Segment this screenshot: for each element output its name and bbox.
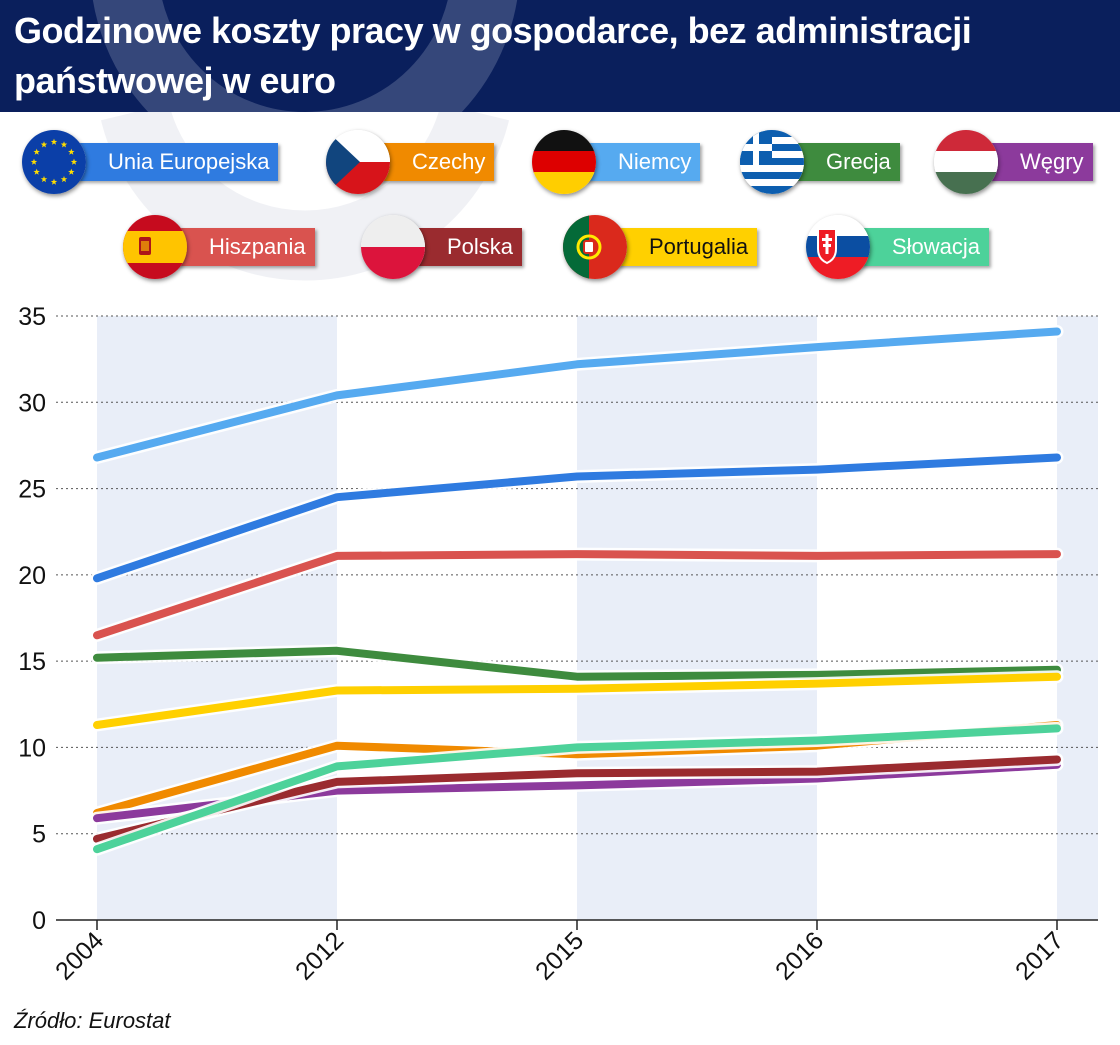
header: Godzinowe koszty pracy w gospodarce, bez… — [0, 0, 1120, 112]
poland-flag-icon — [361, 215, 425, 279]
spain-flag-icon — [123, 215, 187, 279]
legend-label: Polska — [409, 228, 523, 266]
x-tick-label: 2017 — [1010, 926, 1069, 985]
y-tick-label: 20 — [18, 562, 46, 590]
legend-label: Niemcy — [580, 143, 701, 181]
y-tick-label: 0 — [32, 907, 46, 935]
background-band — [577, 316, 817, 920]
y-tick-label: 30 — [18, 389, 46, 417]
legend-label: Słowacja — [854, 228, 990, 266]
x-tick-label: 2004 — [50, 926, 109, 985]
y-tick-label: 15 — [18, 648, 46, 676]
y-tick-label: 25 — [18, 476, 46, 504]
legend-label: Portugalia — [611, 228, 758, 266]
source-note: Źródło: Eurostat — [14, 1008, 171, 1033]
y-tick-label: 10 — [18, 734, 46, 762]
legend-label: Węgry — [982, 143, 1093, 181]
background-band — [1057, 316, 1098, 920]
legend-label: Hiszpania — [171, 228, 315, 266]
y-tick-label: 5 — [32, 821, 46, 849]
legend-label: Unia Europejska — [70, 143, 279, 181]
x-tick-label: 2016 — [770, 926, 829, 985]
legend-label: Grecja — [788, 143, 900, 181]
greece-flag-icon — [740, 130, 804, 194]
x-tick-label: 2012 — [290, 926, 349, 985]
germany-flag-icon — [532, 130, 596, 194]
line-chart: 0 5 10 15 20 25 30 35 2004 2012 2015 2016 2017 — [18, 303, 1098, 986]
slovakia-flag-icon — [806, 215, 870, 279]
hungary-flag-icon — [934, 130, 998, 194]
legend-label: Czechy — [374, 143, 495, 181]
czech-flag-icon — [326, 130, 390, 194]
portugal-flag-icon — [563, 215, 627, 279]
y-tick-label: 35 — [18, 303, 46, 331]
x-tick-label: 2015 — [530, 926, 589, 985]
chart-title: Godzinowe koszty pracy w gospodarce, bez… — [14, 10, 972, 101]
eu-flag-icon — [22, 130, 86, 194]
